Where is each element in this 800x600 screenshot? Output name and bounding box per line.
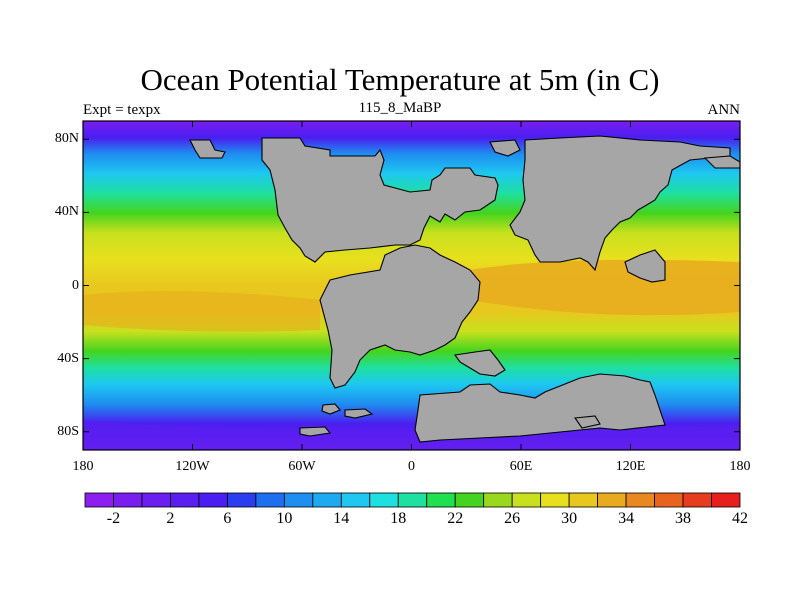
colorbar-swatch: [84, 492, 114, 508]
colorbar-label: 38: [675, 510, 692, 527]
landmass-patch-south: [574, 415, 601, 429]
colorbar-label: 10: [276, 510, 293, 527]
warm-pool: [470, 259, 740, 316]
colorbar-label: 2: [166, 510, 175, 527]
land: [189, 135, 740, 443]
colorbar-swatch: [397, 492, 428, 508]
landmass-madagascar: [454, 349, 506, 377]
season-label: ANN: [707, 102, 741, 118]
period-label: 115_8_MaBP: [358, 100, 442, 116]
colorbar-swatch: [597, 492, 627, 508]
colorbar-swatch: [682, 492, 712, 508]
landmass-arctic-east: [703, 155, 740, 169]
colorbar-swatch: [255, 492, 285, 508]
colorbar-swatch: [483, 492, 513, 508]
colorbar-swatch: [340, 492, 371, 508]
colorbar-label: 26: [504, 510, 521, 527]
colorbar-label: 30: [561, 510, 578, 527]
colorbar-label: 34: [618, 510, 635, 527]
landmass-greenland: [189, 139, 226, 159]
colorbar-label: 22: [447, 510, 464, 527]
landmass-se-asia: [624, 249, 666, 283]
lon-tick-label: 180: [729, 459, 751, 474]
landmass-eurasia: [509, 135, 731, 272]
landmass-islands-south: [321, 403, 341, 415]
landmass-islands-south-3: [299, 426, 332, 437]
colorbar-label: 18: [390, 510, 407, 527]
axis-ticks: [82, 121, 741, 450]
colorbar-swatch: [170, 492, 200, 508]
colorbar-swatch: [141, 492, 171, 508]
warm-pool-west: [83, 291, 320, 332]
landmass-north-america: [261, 137, 499, 263]
colorbar-swatch: [426, 492, 456, 508]
lon-tick-label: 60W: [288, 459, 316, 474]
experiment-label: Expt = texpx: [83, 102, 161, 118]
colorbar-swatch: [198, 492, 228, 508]
colorbar-label: 6: [223, 510, 232, 527]
lon-tick-label: 60E: [509, 459, 533, 474]
southern-ocean-band: [83, 420, 740, 450]
colorbar-swatch: [511, 492, 542, 508]
lon-tick-label: 0: [408, 459, 415, 474]
colorbar: [84, 492, 741, 508]
lat-tick-label: 0: [72, 277, 79, 293]
colorbar-swatch: [226, 492, 257, 508]
colorbar-label: -2: [106, 510, 121, 527]
colorbar-swatch: [369, 492, 399, 508]
colorbar-swatch: [283, 492, 314, 508]
landmass-antarctica: [414, 373, 666, 443]
lat-tick-label: 80N: [54, 131, 79, 147]
colorbar-swatch: [540, 492, 570, 508]
landmass-gondwana: [319, 244, 481, 389]
lon-tick-label: 120E: [615, 459, 646, 474]
colorbar-swatch: [654, 492, 684, 508]
lat-tick-label: 40N: [54, 204, 79, 220]
colorbar-label: 14: [333, 510, 350, 527]
map-title: Ocean Potential Temperature at 5m (in C): [140, 62, 660, 97]
colorbar-swatch: [625, 492, 655, 508]
landmass-islands-south-2: [344, 408, 374, 419]
colorbar-swatch: [312, 492, 342, 508]
lon-tick-label: 180: [72, 459, 94, 474]
lat-tick-label: 80S: [57, 423, 79, 439]
colorbar-swatch: [711, 492, 741, 508]
colorbar-swatch: [568, 492, 599, 508]
colorbar-swatch: [454, 492, 485, 508]
colorbar-swatch: [113, 492, 143, 508]
colorbar-label: 42: [732, 510, 748, 527]
lon-tick-label: 120W: [175, 459, 210, 474]
landmass-arctic-west: [489, 139, 521, 157]
lat-tick-label: 40S: [57, 350, 79, 366]
